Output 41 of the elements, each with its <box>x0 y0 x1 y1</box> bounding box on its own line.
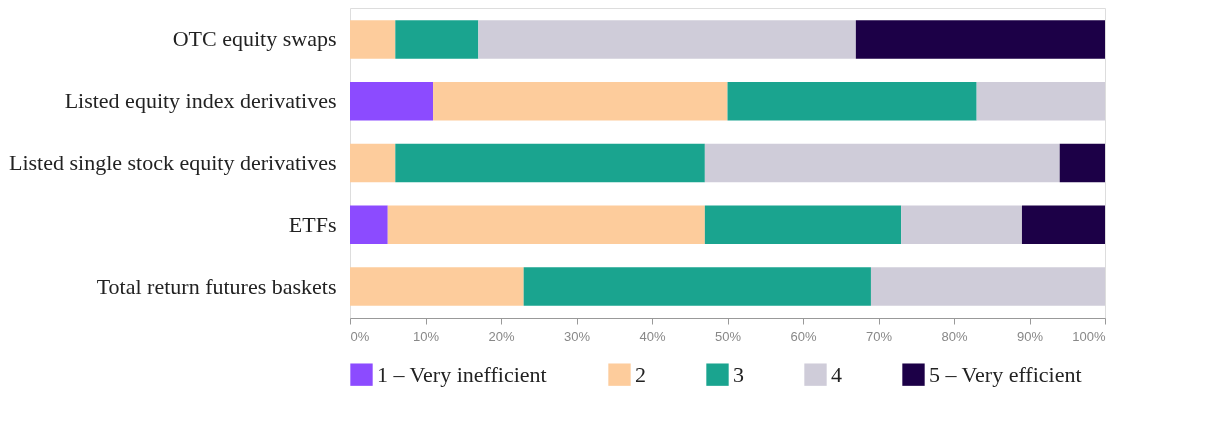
legend-label: 1 – Very inefficient <box>377 361 547 387</box>
bar <box>727 82 977 121</box>
bar <box>704 143 1060 183</box>
bar <box>433 82 728 121</box>
x-tick-label: 10% <box>412 328 440 344</box>
x-tick-label: 0% <box>350 328 370 344</box>
x-tick-label: 30% <box>563 328 591 344</box>
legend-label: 5 – Very efficient <box>929 361 1082 387</box>
bar <box>350 82 434 121</box>
x-tick-label: 100% <box>1072 328 1106 344</box>
bar <box>901 205 1022 244</box>
y-tick-label: Listed single stock equity derivatives <box>9 150 337 175</box>
bar <box>855 20 1105 59</box>
legend-label: 3 <box>733 361 744 387</box>
y-tick-label: ETFs <box>288 211 337 237</box>
x-tick-label: 90% <box>1016 328 1044 344</box>
y-tick-label: Listed equity index derivatives <box>64 88 337 114</box>
bar <box>350 20 396 59</box>
bar <box>704 205 902 244</box>
bar <box>478 20 856 59</box>
legend-label: 4 <box>831 361 842 387</box>
bar <box>350 267 524 306</box>
bar <box>1059 143 1105 183</box>
y-tick-label: Total return futures baskets <box>96 273 337 299</box>
bar <box>870 267 1105 306</box>
bar <box>387 205 705 244</box>
bar <box>523 267 871 306</box>
x-tick-label: 70% <box>865 328 893 344</box>
bar <box>395 20 479 59</box>
y-tick-label: OTC equity swaps <box>172 26 337 52</box>
legend-label: 2 <box>635 361 646 387</box>
bar <box>395 143 705 183</box>
bar <box>976 82 1105 121</box>
x-tick-label: 60% <box>790 328 817 344</box>
x-tick-label: 40% <box>639 328 666 344</box>
x-tick-label: 50% <box>714 328 742 344</box>
x-tick-label: 20% <box>488 328 515 344</box>
bar <box>350 205 388 244</box>
x-tick-label: 80% <box>941 328 968 344</box>
bar <box>350 143 396 183</box>
bar <box>1021 205 1105 244</box>
